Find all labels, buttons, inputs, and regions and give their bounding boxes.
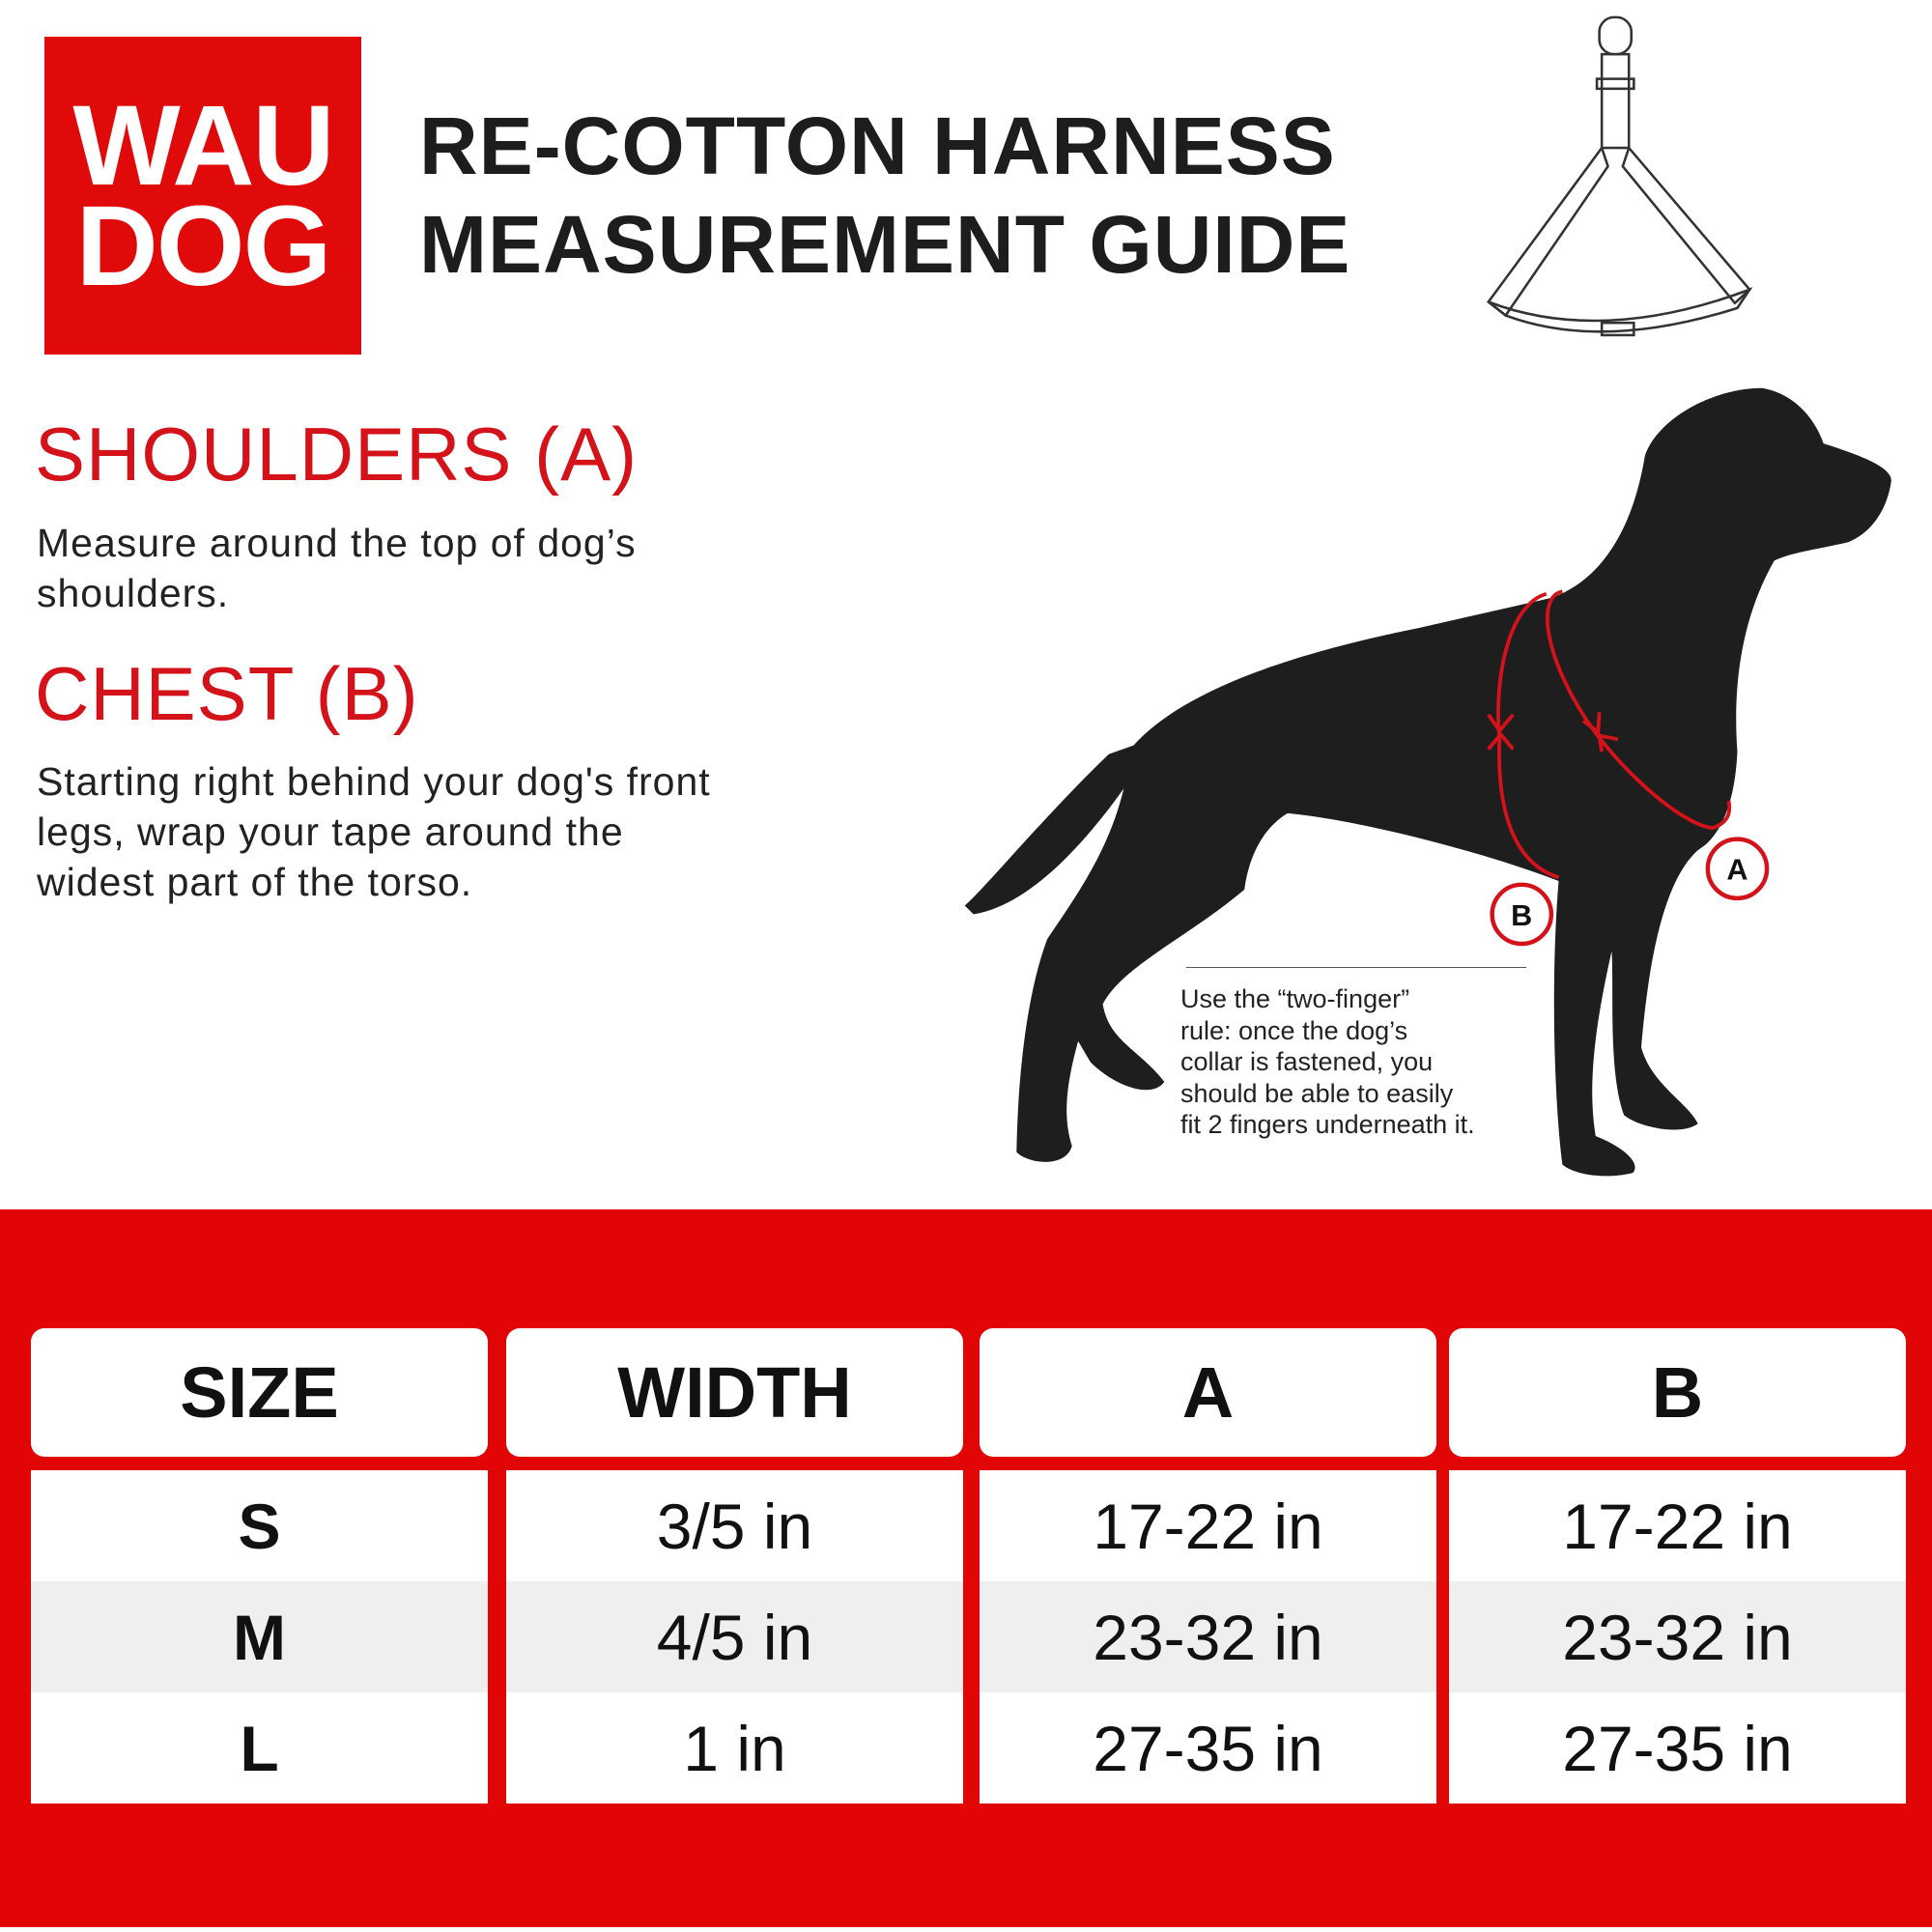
table-cell-b: 17-22 in [1449,1470,1906,1581]
measurement-loops [1487,589,1770,947]
note-line: should be able to easily [1180,1078,1454,1108]
header-a: A [980,1328,1436,1457]
two-finger-note: Use the “two-finger” rule: once the dog’… [1180,983,1475,1141]
chest-heading: CHEST (B) [35,651,419,736]
logo-line1: WAU [72,81,334,210]
table-cell-b: 27-35 in [1449,1692,1906,1804]
chest-text: Starting right behind your dog's front l… [37,756,711,907]
table-cell-size: S [31,1470,488,1581]
waudog-logo: WAU DOG [44,37,361,355]
header-size: SIZE [31,1328,488,1457]
shoulder-loop [1545,589,1732,831]
chest-loop [1496,591,1560,879]
text-line: widest part of the torso. [37,860,473,904]
label-b: B [1511,899,1532,932]
logo-line2: DOG [75,182,332,310]
table-cell-size: L [31,1692,488,1804]
table-cell-width: 3/5 in [506,1470,963,1581]
text-line: shoulders. [37,571,230,615]
divider [1186,967,1526,968]
harness-icon [1487,15,1753,337]
table-cell-width: 1 in [506,1692,963,1804]
text-line: legs, wrap your tape around the [37,810,624,854]
table-cell-b: 23-32 in [1449,1581,1906,1692]
note-line: rule: once the dog’s [1180,1015,1408,1045]
table-cell-a: 27-35 in [980,1692,1436,1804]
header-width: WIDTH [506,1328,963,1457]
text-line: Measure around the top of dog’s [37,521,637,565]
title-line1: RE-COTTON HARNESS [419,100,1336,191]
page-title: RE-COTTON HARNESS MEASUREMENT GUIDE [419,97,1350,294]
shoulders-text: Measure around the top of dog’s shoulder… [37,518,637,618]
header-b: B [1449,1328,1906,1457]
table-cell-a: 17-22 in [980,1470,1436,1581]
table-cell-a: 23-32 in [980,1581,1436,1692]
table-cell-width: 4/5 in [506,1581,963,1692]
text-line: Starting right behind your dog's front [37,759,711,804]
dog-silhouette [964,387,1891,1177]
note-line: fit 2 fingers underneath it. [1180,1110,1475,1139]
table-cell-size: M [31,1581,488,1692]
title-line2: MEASUREMENT GUIDE [419,199,1351,290]
label-a: A [1726,854,1747,887]
note-line: Use the “two-finger” [1180,984,1410,1013]
note-line: collar is fastened, you [1180,1047,1434,1076]
shoulders-heading: SHOULDERS (A) [35,412,639,497]
